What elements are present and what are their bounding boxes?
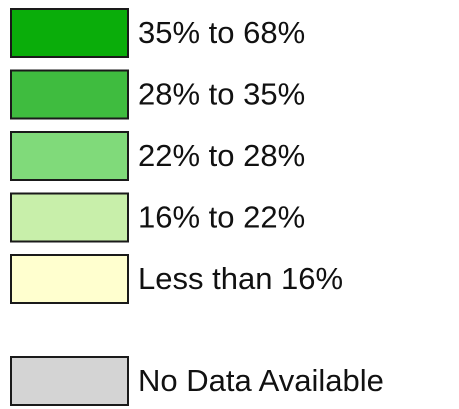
legend-label: 28% to 35%	[138, 77, 305, 112]
legend-swatch	[10, 356, 129, 406]
legend-label: No Data Available	[138, 363, 384, 398]
legend-swatch	[10, 192, 129, 243]
legend-swatch	[10, 131, 129, 181]
legend-swatch	[10, 69, 129, 120]
legend-label: 16% to 22%	[138, 200, 305, 235]
legend-label: 35% to 68%	[138, 15, 305, 50]
legend-swatch	[10, 254, 129, 304]
legend-label: Less than 16%	[138, 261, 343, 296]
legend-swatch	[10, 8, 129, 58]
legend-label: 22% to 28%	[138, 138, 305, 173]
